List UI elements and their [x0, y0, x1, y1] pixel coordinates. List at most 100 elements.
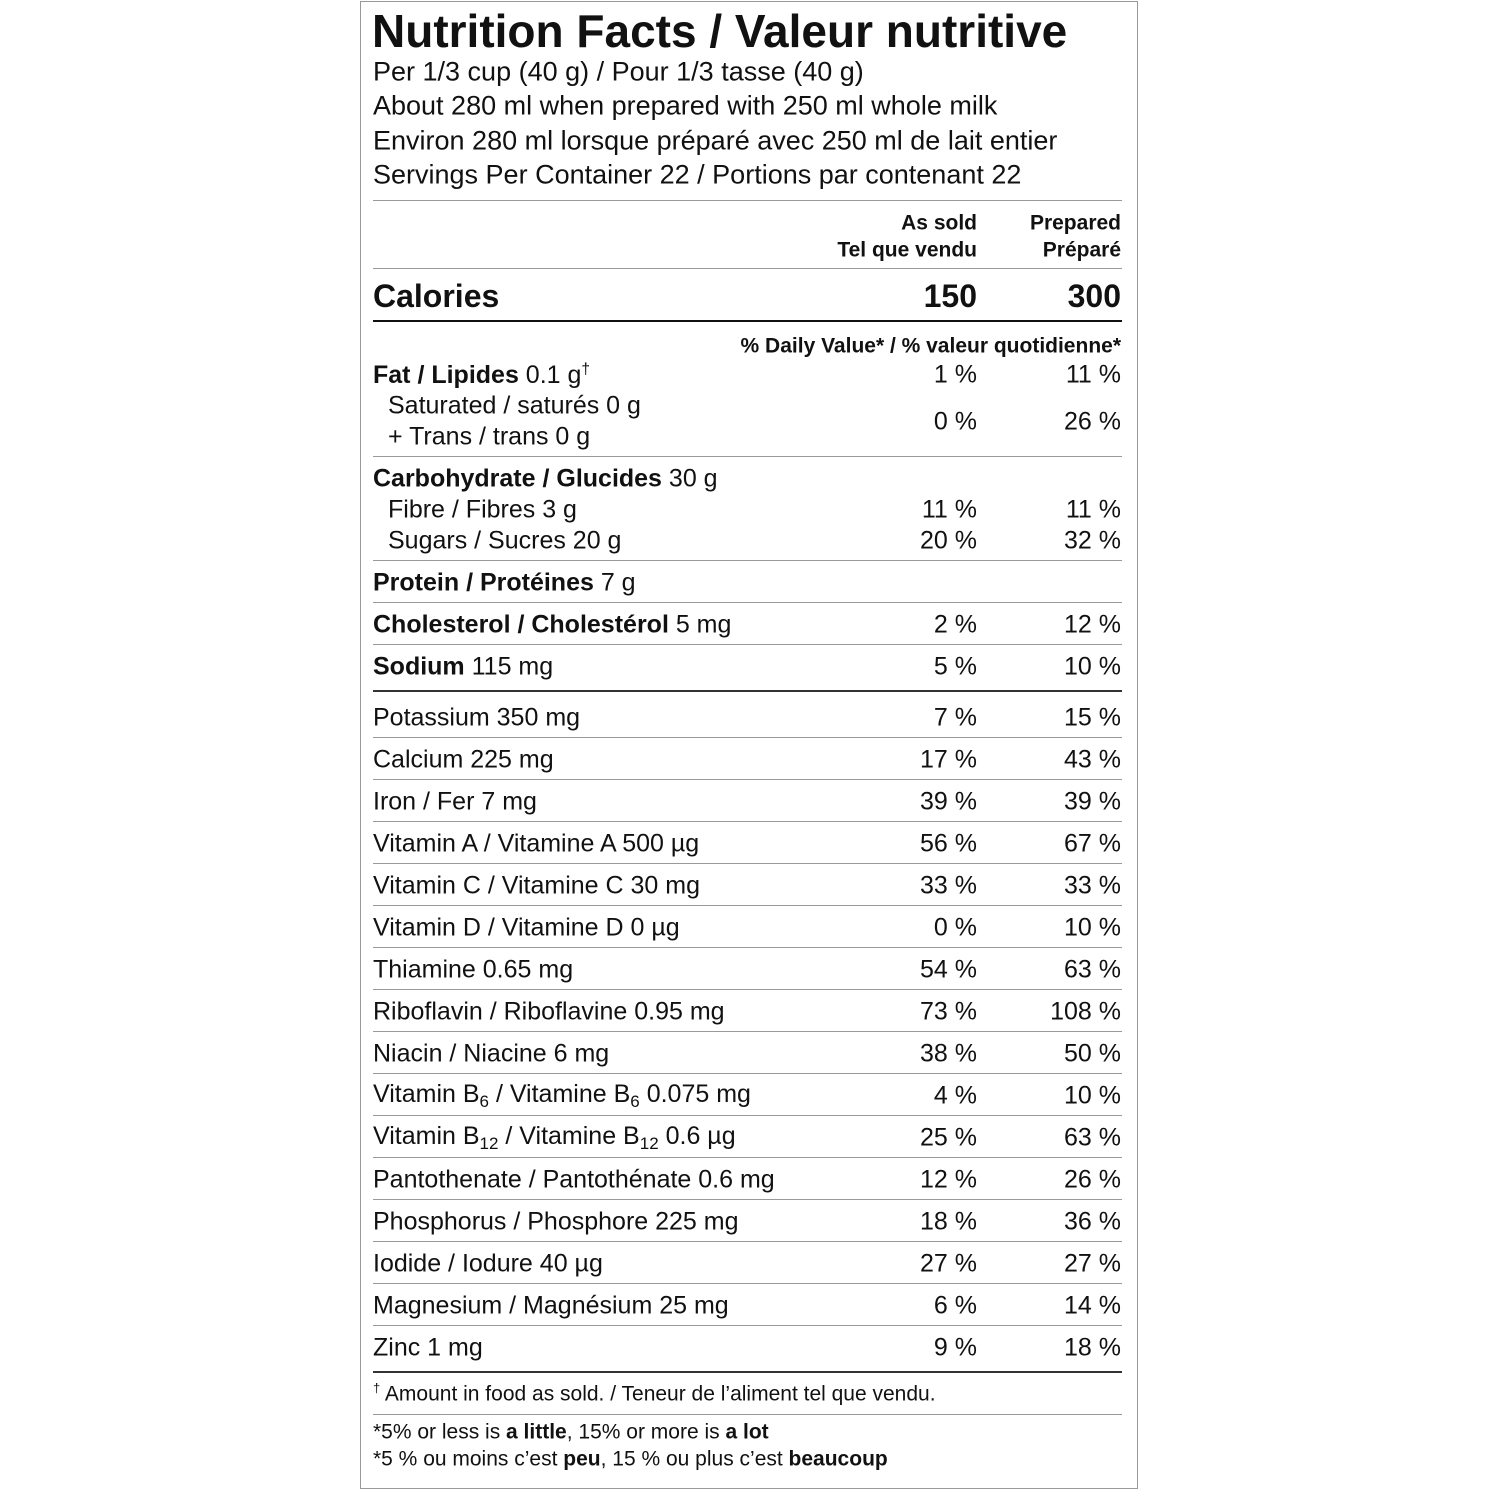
text-part: Vitamin B [373, 1121, 480, 1150]
text-part: beaucoup [788, 1447, 888, 1471]
daily-value: 27 % [920, 1249, 977, 1278]
text-part: + Trans / trans 0 g [388, 422, 591, 451]
text-part: Amount in food as sold. / Teneur de l’al… [380, 1382, 936, 1406]
text-part: Saturated / saturés 0 g [388, 391, 641, 420]
text-part: *5 % ou moins c’est [373, 1447, 564, 1471]
label-border [360, 1, 1138, 1489]
nutrient-name: Protein / Protéines 7 g [373, 568, 636, 597]
dv-header: % Daily Value* / % valeur quotidienne* [740, 334, 1121, 358]
text-part: Fibre / Fibres 3 g [388, 495, 577, 524]
text-part: Sugars / Sucres 20 g [388, 526, 622, 555]
nutrient-name: Iodide / Iodure 40 µg [373, 1249, 603, 1278]
text-part: Pantothenate / Pantothénate 0.6 mg [373, 1165, 775, 1194]
nutrient-name: Vitamin A / Vitamine A 500 µg [373, 831, 699, 857]
daily-value: 39 % [1064, 787, 1121, 816]
nutrient-name: Zinc 1 mg [373, 1333, 483, 1362]
text-part: Protein / Protéines [373, 568, 594, 597]
text-part: 12 [479, 1134, 499, 1154]
text-part: / Vitamine B [489, 1079, 631, 1108]
rule [373, 268, 1122, 269]
rule [373, 1325, 1122, 1326]
daily-value: 7 % [933, 703, 977, 732]
serving-info: Per 1/3 cup (40 g) / Pour 1/3 tasse (40 … [373, 56, 864, 87]
text-part: Fat / Lipides [373, 361, 519, 390]
text-part: 115 mg [464, 652, 554, 681]
daily-value: 18 % [1064, 1333, 1121, 1362]
text-part: a lot [725, 1420, 769, 1444]
rule [373, 989, 1122, 990]
daily-value: 11 % [1065, 360, 1121, 389]
text-part: 5 mg [668, 610, 732, 639]
daily-value: 10 % [1064, 913, 1121, 942]
rule [373, 1199, 1122, 1200]
text-part: † [373, 1380, 381, 1396]
daily-value: 26 % [1064, 1165, 1121, 1194]
column-header: Prepared [1029, 211, 1121, 235]
rule [373, 863, 1122, 864]
serving-info: About 280 ml when prepared with 250 ml w… [373, 90, 998, 121]
daily-value: 50 % [1064, 1039, 1121, 1068]
text-part: , 15% or more is [566, 1420, 726, 1444]
daily-value: 67 % [1064, 829, 1121, 858]
column-header: As sold [901, 211, 977, 235]
text-part: Magnesium / Magnésium 25 mg [373, 1291, 729, 1320]
text-part: 0.6 µg [658, 1121, 736, 1150]
daily-value: 39 % [920, 787, 977, 816]
rule [373, 947, 1122, 948]
footnote: † Amount in food as sold. / Teneur de l’… [373, 1382, 936, 1405]
text-part: a little [506, 1420, 567, 1444]
text-part: 6 [630, 1092, 640, 1112]
text-part: Vitamin C / Vitamine C 30 mg [373, 871, 700, 900]
dv-legend: *5% or less is a little, 15% or more is … [373, 1422, 769, 1443]
nutrient-name: Carbohydrate / Glucides 30 g [373, 466, 718, 492]
text-part: Iron / Fer 7 mg [373, 787, 537, 816]
text-part: Riboflavin / Riboflavine 0.95 mg [373, 997, 725, 1026]
rule [373, 200, 1122, 201]
rule [373, 1241, 1122, 1242]
column-header: Tel que vendu [837, 238, 977, 262]
calories-label: Calories [373, 278, 500, 314]
daily-value: 33 % [920, 871, 977, 900]
daily-value: 73 % [920, 997, 977, 1026]
nutrient-name: Pantothenate / Pantothénate 0.6 mg [373, 1165, 775, 1194]
text-part: Potassium 350 mg [373, 703, 581, 732]
daily-value: 18 % [920, 1207, 977, 1236]
daily-value: 26 % [1064, 407, 1121, 435]
text-part: Vitamin D / Vitamine D 0 µg [373, 913, 680, 942]
serving-info: Servings Per Container 22 / Portions par… [373, 159, 1022, 190]
daily-value: 4 % [933, 1081, 977, 1110]
rule [373, 1073, 1122, 1074]
rule [373, 644, 1122, 645]
title: Nutrition Facts / Valeur nutritive [372, 5, 1068, 57]
nutrient-name: + Trans / trans 0 g [388, 422, 591, 451]
daily-value: 11 % [1065, 495, 1121, 524]
nutrient-name: Iron / Fer 7 mg [373, 787, 537, 816]
daily-value: 43 % [1064, 745, 1121, 774]
daily-value: 12 % [920, 1165, 977, 1194]
rule [373, 1157, 1122, 1158]
text-part: Iodide / Iodure 40 µg [373, 1249, 603, 1278]
nutrient-name: Thiamine 0.65 mg [373, 957, 573, 983]
nutrient-name: Riboflavin / Riboflavine 0.95 mg [373, 997, 725, 1026]
text-part: Zinc 1 mg [373, 1333, 483, 1362]
text-part: 7 g [593, 568, 636, 597]
nutrient-name: Niacin / Niacine 6 mg [373, 1041, 609, 1067]
calories-value: 300 [1067, 278, 1121, 314]
calories-value: 150 [923, 278, 977, 314]
text-part: *5% or less is [373, 1420, 507, 1444]
daily-value: 25 % [920, 1123, 977, 1152]
text-part: 0.075 mg [639, 1079, 751, 1108]
nutrient-name: Fibre / Fibres 3 g [388, 495, 577, 524]
text-part: Calcium 225 mg [373, 745, 554, 774]
rule [373, 779, 1122, 780]
text-part: , 15 % ou plus c’est [600, 1447, 789, 1471]
nutrient-name: Vitamin B6 / Vitamine B6 0.075 mg [373, 1079, 751, 1112]
nutrient-name: Phosphorus / Phosphore 225 mg [373, 1209, 739, 1235]
daily-value: 10 % [1064, 1081, 1121, 1110]
daily-value: 0 % [933, 913, 977, 942]
daily-value: 11 % [921, 495, 977, 524]
daily-value: 63 % [1064, 955, 1121, 984]
text-part: Vitamin B [373, 1079, 480, 1108]
rule [373, 1414, 1122, 1415]
